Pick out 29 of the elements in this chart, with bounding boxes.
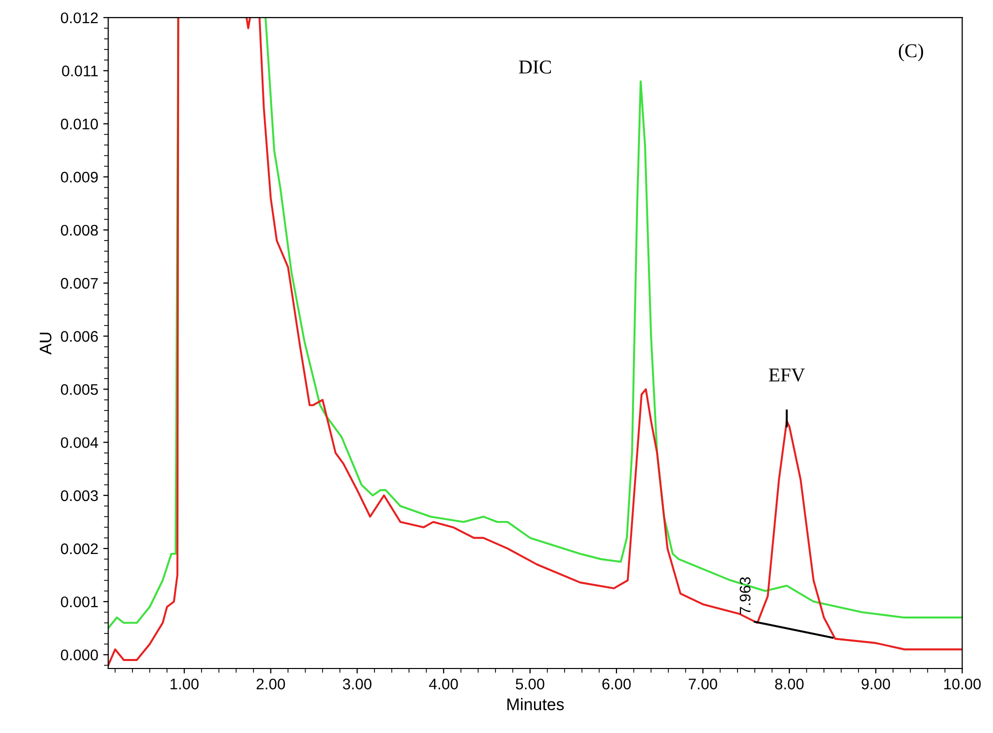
x-tick-label: 2.00	[256, 678, 286, 690]
x-tick-label: 3.00	[342, 678, 372, 690]
y-tick-label: 0.007	[60, 278, 98, 289]
y-tick-label: 0.003	[60, 490, 98, 502]
annotation: (C)	[898, 44, 924, 62]
y-tick-label: 0.012	[60, 12, 98, 24]
y-tick-label: 0.008	[60, 224, 98, 236]
y-tick-label: 0.010	[60, 118, 98, 130]
x-tick-label: 8.00	[775, 678, 804, 690]
x-tick-label: 5.00	[516, 678, 544, 690]
x-tick-label: 10.00	[944, 678, 981, 690]
x-tick-label: 4.00	[429, 678, 458, 690]
y-axis-title: AU	[40, 332, 52, 355]
x-axis-title: Minutes	[507, 698, 564, 710]
y-tick-label: 0.006	[60, 331, 98, 342]
x-tick-label: 1.00	[170, 678, 199, 690]
x-tick-label: 6.00	[602, 678, 631, 690]
annotation: DIC	[519, 60, 551, 74]
x-tick-label: 9.00	[862, 678, 890, 690]
y-tick-label: 0.005	[60, 384, 98, 395]
y-tick-label: 0.004	[60, 437, 98, 448]
x-tick-label: 7.00	[688, 678, 718, 690]
annotation: EFV	[768, 368, 805, 382]
y-tick-label: 0.001	[60, 596, 98, 608]
y-tick-label: 0.000	[60, 650, 98, 660]
y-tick-label: 0.011	[62, 66, 98, 76]
annotation: 7.963	[740, 577, 751, 614]
y-tick-label: 0.009	[60, 172, 98, 183]
y-tick-label: 0.002	[60, 543, 98, 554]
